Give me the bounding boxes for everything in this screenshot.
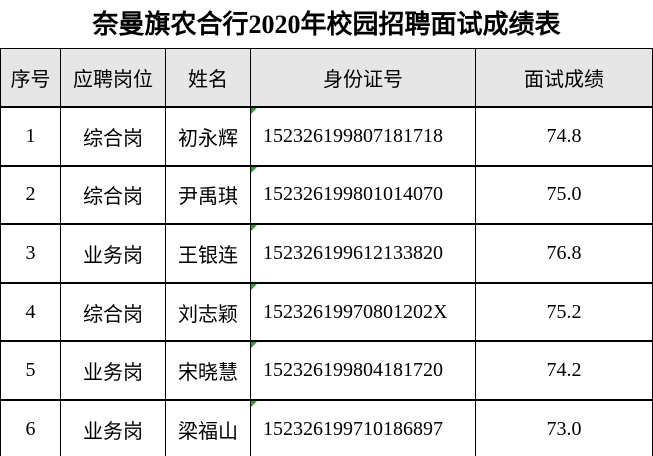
header-cell: 应聘岗位 — [61, 48, 166, 107]
cell-text: 2 — [25, 183, 36, 206]
table-cell: 业务岗 — [61, 224, 166, 283]
cell-text: 梁福山 — [178, 418, 238, 443]
table-cell: 152326199801014070 — [251, 165, 476, 225]
cell-text: 面试成绩 — [524, 67, 604, 91]
text-indicator — [251, 166, 257, 173]
table-cell: 综合岗 — [61, 282, 166, 342]
cell-text: 3 — [25, 241, 36, 264]
cell-text: 76.8 — [546, 241, 582, 264]
cell-text: 15232619970801202X — [263, 300, 448, 323]
cell-text: 序号 — [10, 67, 51, 91]
cell-text: 6 — [25, 417, 36, 440]
cell-text: 4 — [25, 300, 36, 323]
cell-text: 1 — [25, 124, 36, 147]
table-cell: 3 — [0, 224, 61, 283]
text-indicator — [251, 108, 257, 114]
cell-text: 综合岗 — [83, 301, 143, 326]
table-cell: 刘志颖 — [166, 282, 251, 342]
table-cell: 初永辉 — [166, 107, 251, 166]
cell-text: 身份证号 — [323, 67, 403, 91]
table-cell: 152326199710186897 — [251, 400, 476, 456]
cell-text: 刘志颖 — [178, 301, 238, 326]
cell-text: 综合岗 — [83, 125, 143, 150]
cell-text: 75.2 — [546, 300, 582, 323]
cell-text: 5 — [25, 359, 36, 382]
table-cell: 1 — [0, 107, 61, 166]
cell-text: 业务岗 — [83, 360, 143, 385]
table-cell: 综合岗 — [61, 165, 166, 225]
title: 奈曼旗农合行2020年校园招聘面试成绩表 — [92, 10, 561, 39]
header-cell: 身份证号 — [251, 48, 476, 107]
text-indicator — [251, 225, 257, 232]
cell-text: 152326199807181718 — [263, 124, 443, 147]
cell-text: 74.8 — [546, 124, 582, 147]
table-cell: 152326199804181720 — [251, 341, 476, 400]
cell-text: 综合岗 — [83, 184, 143, 209]
table-cell: 15232619970801202X — [251, 282, 476, 342]
cell-text: 宋晓慧 — [178, 360, 238, 385]
table-cell: 75.2 — [476, 282, 653, 342]
cell-text: 业务岗 — [83, 418, 143, 443]
text-indicator — [251, 342, 257, 349]
table-cell: 综合岗 — [61, 107, 166, 166]
table-cell: 王银连 — [166, 224, 251, 283]
header-cell: 序号 — [0, 48, 61, 107]
table-cell: 业务岗 — [61, 400, 166, 456]
cell-text: 王银连 — [178, 242, 238, 267]
cell-text: 152326199612133820 — [263, 241, 443, 264]
table-cell: 152326199807181718 — [251, 107, 476, 166]
cell-text: 74.2 — [546, 359, 582, 382]
cell-text: 初永辉 — [178, 125, 238, 150]
table-cell: 5 — [0, 341, 61, 400]
table-cell: 75.0 — [476, 165, 653, 225]
table-cell: 76.8 — [476, 224, 653, 283]
table-cell: 2 — [0, 165, 61, 225]
table-cell: 6 — [0, 400, 61, 456]
cell-text: 应聘岗位 — [73, 67, 153, 91]
table-cell: 梁福山 — [166, 400, 251, 456]
cell-text: 姓名 — [188, 67, 228, 91]
cell-text: 152326199801014070 — [263, 183, 443, 206]
table-cell: 73.0 — [476, 400, 653, 456]
table-cell: 尹禹琪 — [166, 165, 251, 225]
cell-text: 业务岗 — [83, 242, 143, 267]
table-cell: 74.8 — [476, 107, 653, 166]
cell-text: 152326199804181720 — [263, 359, 443, 382]
table-cell: 152326199612133820 — [251, 224, 476, 283]
table-cell: 74.2 — [476, 341, 653, 400]
header-cell: 面试成绩 — [476, 48, 653, 107]
header-cell: 姓名 — [166, 48, 251, 107]
text-indicator — [251, 401, 257, 407]
text-indicator — [251, 283, 257, 290]
cell-text: 73.0 — [546, 417, 582, 440]
table-cell: 4 — [0, 282, 61, 342]
cell-text: 152326199710186897 — [263, 417, 443, 440]
table-cell: 宋晓慧 — [166, 341, 251, 400]
cell-text: 尹禹琪 — [178, 184, 238, 209]
cell-text: 75.0 — [546, 183, 582, 206]
table-cell: 业务岗 — [61, 341, 166, 400]
